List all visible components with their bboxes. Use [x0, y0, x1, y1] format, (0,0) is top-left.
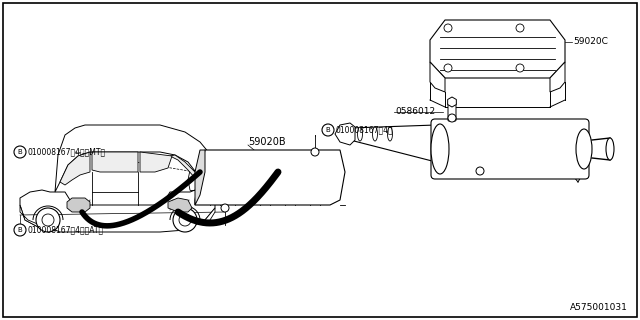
Circle shape	[448, 114, 456, 122]
Polygon shape	[550, 62, 565, 92]
Circle shape	[516, 64, 524, 72]
Polygon shape	[205, 208, 215, 224]
Text: 0586012: 0586012	[395, 108, 435, 116]
Circle shape	[42, 214, 54, 226]
Text: 010008167（4）: 010008167（4）	[336, 125, 394, 134]
Polygon shape	[430, 62, 445, 92]
Polygon shape	[140, 152, 172, 172]
FancyBboxPatch shape	[431, 119, 589, 179]
Polygon shape	[67, 198, 90, 212]
Ellipse shape	[431, 124, 449, 174]
Polygon shape	[92, 152, 138, 172]
FancyBboxPatch shape	[448, 103, 456, 121]
Polygon shape	[195, 150, 345, 205]
Circle shape	[476, 167, 484, 175]
Polygon shape	[60, 152, 90, 185]
Text: B: B	[326, 127, 330, 133]
Text: B: B	[18, 227, 22, 233]
Circle shape	[179, 214, 191, 226]
Ellipse shape	[358, 127, 362, 141]
Text: 010008167（4）（MT）: 010008167（4）（MT）	[28, 148, 106, 156]
Circle shape	[14, 224, 26, 236]
Circle shape	[516, 24, 524, 32]
Polygon shape	[335, 123, 355, 145]
Circle shape	[14, 146, 26, 158]
Text: B: B	[18, 149, 22, 155]
Polygon shape	[20, 205, 55, 230]
Polygon shape	[195, 150, 205, 205]
Text: 010008167（4）（AT）: 010008167（4）（AT）	[28, 226, 104, 235]
Polygon shape	[168, 198, 192, 212]
Circle shape	[173, 208, 197, 232]
Ellipse shape	[372, 127, 378, 141]
Polygon shape	[430, 20, 565, 78]
Ellipse shape	[606, 138, 614, 160]
Circle shape	[36, 208, 60, 232]
Circle shape	[322, 124, 334, 136]
Text: A575001031: A575001031	[570, 303, 628, 312]
Polygon shape	[20, 190, 215, 232]
Text: 59020C: 59020C	[573, 37, 608, 46]
Ellipse shape	[387, 127, 392, 141]
Text: 59020B: 59020B	[248, 137, 285, 147]
Polygon shape	[170, 155, 200, 178]
Circle shape	[444, 64, 452, 72]
Polygon shape	[55, 125, 215, 192]
Circle shape	[444, 24, 452, 32]
Circle shape	[311, 148, 319, 156]
Circle shape	[221, 204, 229, 212]
Ellipse shape	[576, 129, 592, 169]
